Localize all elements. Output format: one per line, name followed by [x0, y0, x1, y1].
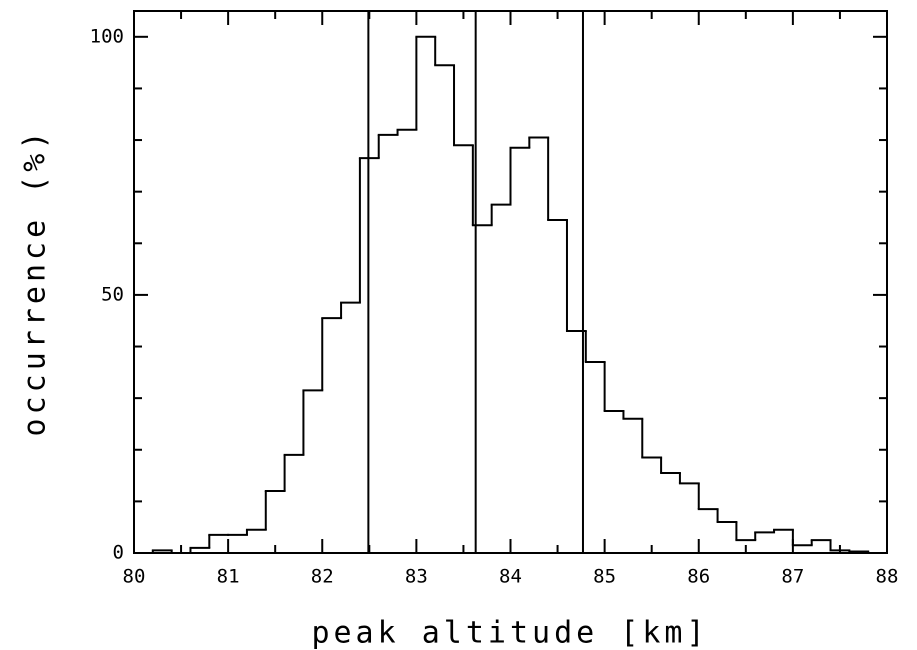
x-tick-label: 85 — [593, 566, 616, 588]
x-tick-label: 82 — [311, 566, 334, 588]
x-tick-label: 81 — [217, 566, 240, 588]
x-tick-label: 83 — [405, 566, 428, 588]
x-axis-title: peak altitude [km] — [311, 616, 708, 650]
y-axis-title: occurrence (%) — [18, 128, 53, 437]
plot-frame — [133, 10, 888, 554]
y-tick-label: 100 — [90, 25, 124, 47]
x-tick-label: 87 — [781, 566, 804, 588]
x-tick-label: 84 — [499, 566, 522, 588]
x-tick-label: 88 — [876, 566, 899, 588]
x-tick-label: 80 — [123, 566, 146, 588]
y-tick-label: 50 — [101, 283, 124, 305]
x-tick-label: 86 — [687, 566, 710, 588]
y-tick-label: 0 — [113, 542, 124, 564]
